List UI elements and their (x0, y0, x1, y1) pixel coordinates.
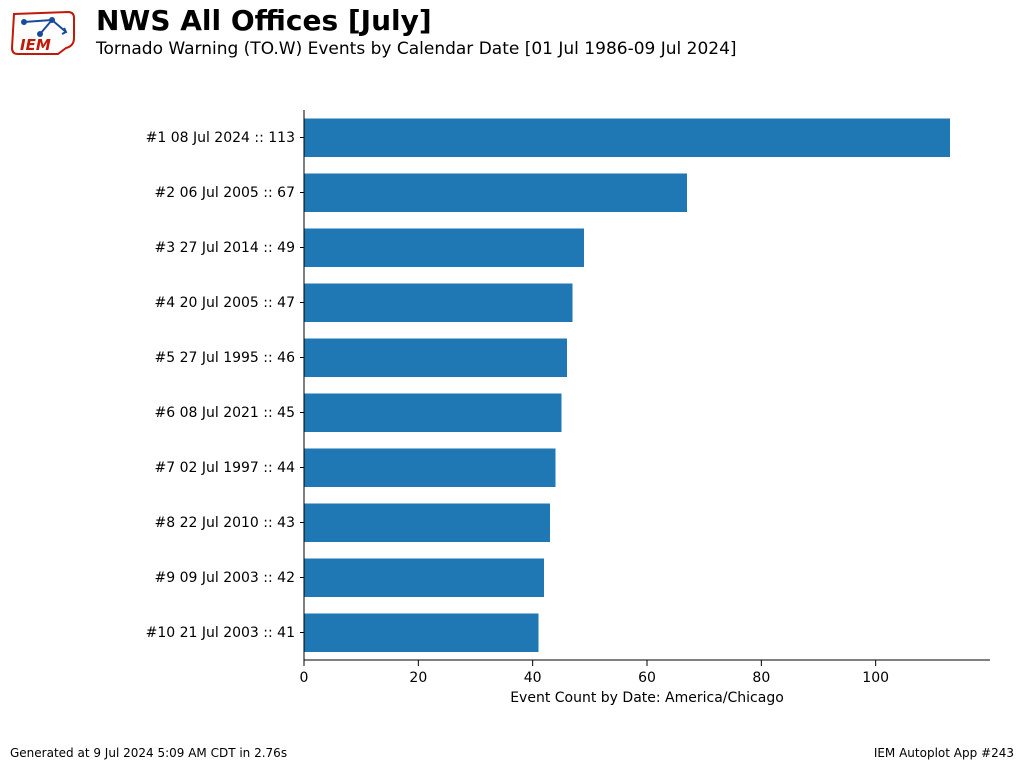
y-label-rank-5: #5 27 Jul 1995 :: 46 (155, 350, 295, 366)
x-tick-80: 80 (752, 670, 770, 686)
x-tick-100: 100 (862, 670, 889, 686)
x-axis-label: Event Count by Date: America/Chicago (510, 690, 784, 706)
bar-rank-5 (304, 338, 567, 377)
bar-rank-1 (304, 118, 950, 157)
y-axis-labels: #1 08 Jul 2024 :: 113#2 06 Jul 2005 :: 6… (0, 100, 295, 710)
bar-chart: 0 20 40 60 80 100 Event Count by Date: America… (300, 100, 1000, 710)
y-label-rank-7: #7 02 Jul 1997 :: 44 (155, 460, 295, 476)
bar-rank-8 (304, 503, 550, 542)
x-tick-60: 60 (638, 670, 656, 686)
x-tick-20: 20 (409, 670, 427, 686)
bar-rank-2 (304, 173, 687, 212)
logo-text: IEM (20, 36, 51, 54)
y-label-rank-3: #3 27 Jul 2014 :: 49 (155, 240, 295, 256)
bar-rank-7 (304, 448, 556, 487)
y-label-rank-2: #2 06 Jul 2005 :: 67 (155, 185, 295, 201)
footer-generated: Generated at 9 Jul 2024 5:09 AM CDT in 2… (10, 746, 287, 760)
x-tick-0: 0 (300, 670, 308, 686)
chart-title: NWS All Offices [July] (96, 6, 1004, 37)
x-tick-40: 40 (524, 670, 542, 686)
y-label-rank-1: #1 08 Jul 2024 :: 113 (146, 130, 295, 146)
y-label-rank-4: #4 20 Jul 2005 :: 47 (155, 295, 295, 311)
y-label-rank-9: #9 09 Jul 2003 :: 42 (155, 570, 295, 586)
bar-rank-4 (304, 283, 573, 322)
y-label-rank-6: #6 08 Jul 2021 :: 45 (155, 405, 295, 421)
y-label-rank-8: #8 22 Jul 2010 :: 43 (155, 515, 295, 531)
y-label-rank-10: #10 21 Jul 2003 :: 41 (146, 625, 295, 641)
bar-rank-6 (304, 393, 561, 432)
footer-app: IEM Autoplot App #243 (874, 746, 1014, 760)
iem-logo: IEM (8, 8, 80, 58)
page: IEM NWS All Offices [July] Tornado Warni… (0, 0, 1024, 768)
chart-header: NWS All Offices [July] Tornado Warning (… (96, 6, 1004, 59)
chart-subtitle: Tornado Warning (TO.W) Events by Calenda… (96, 39, 1004, 59)
bar-rank-3 (304, 228, 584, 267)
bar-rank-10 (304, 613, 538, 652)
bar-rank-9 (304, 558, 544, 597)
